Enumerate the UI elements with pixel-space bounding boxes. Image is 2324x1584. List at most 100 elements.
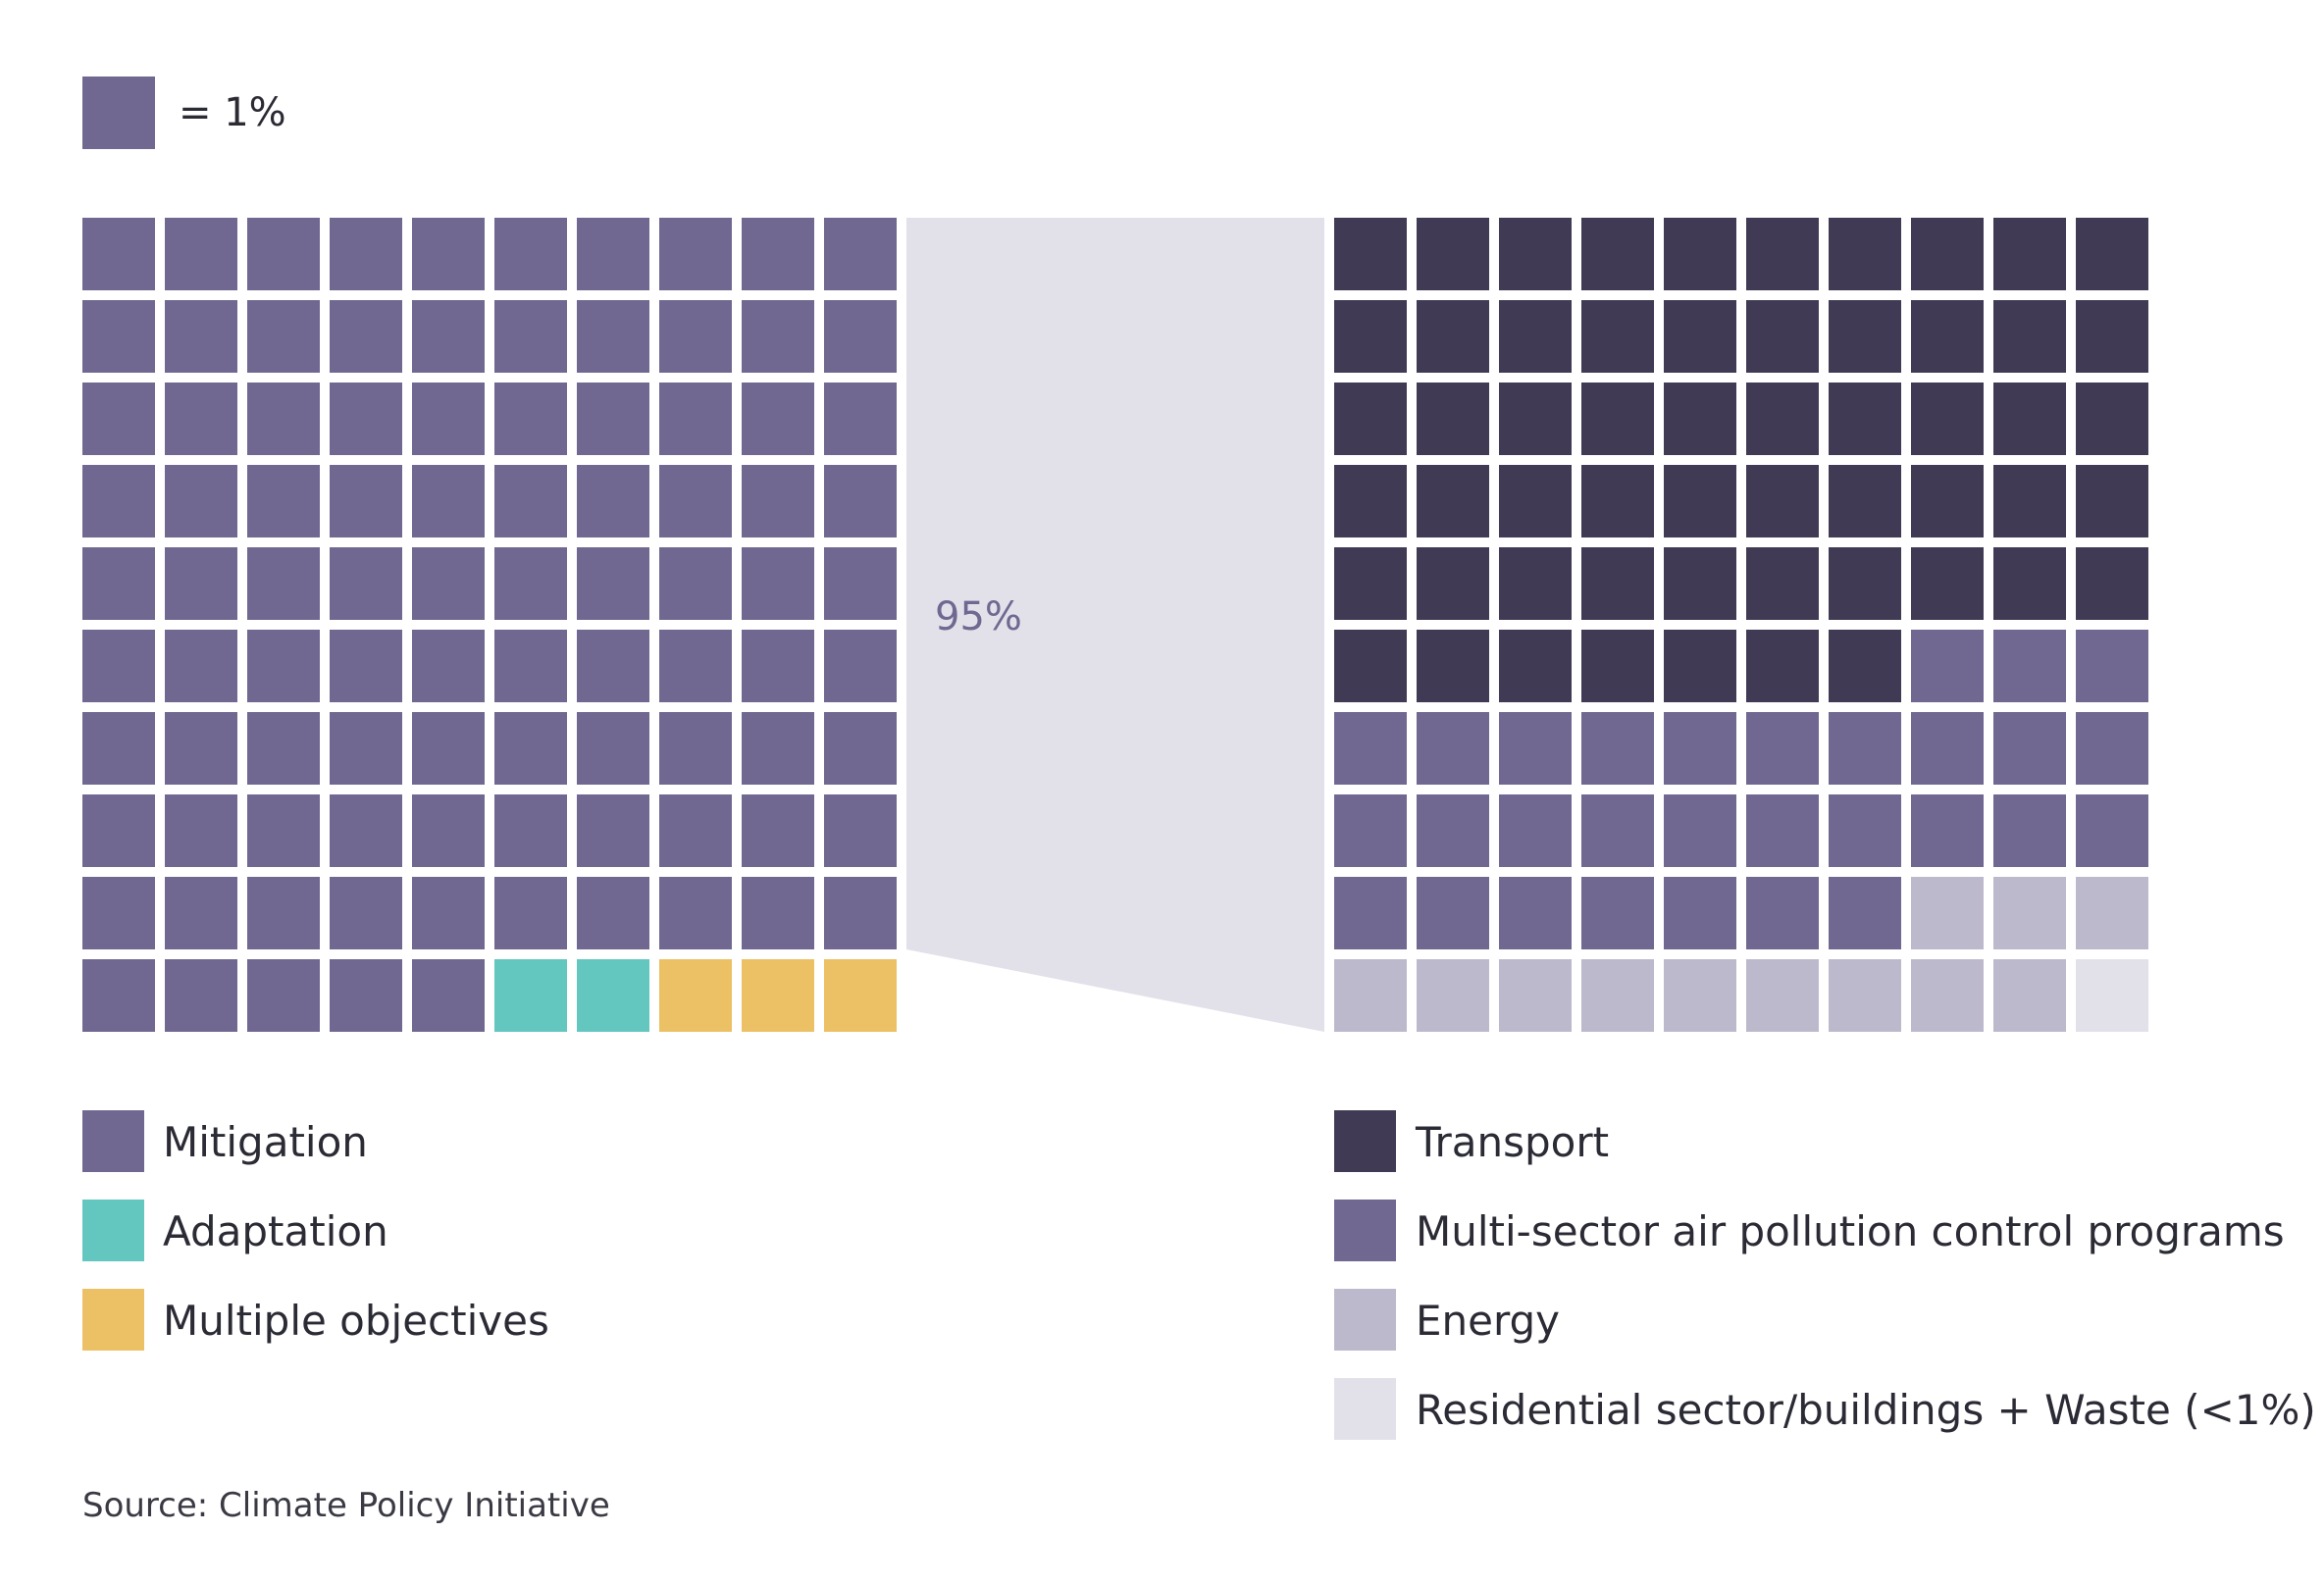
- waffle-cell-mitigation: [82, 712, 155, 785]
- waffle-cell-mitigation: [742, 218, 814, 290]
- waffle-cell-mitigation: [165, 794, 237, 867]
- legend-label-multi-sector: Multi-sector air pollution control progr…: [1416, 1207, 2285, 1255]
- waffle-cell-multi-sector-air-pollution-control-programs: [1417, 877, 1489, 949]
- waffle-cell-energy: [1664, 959, 1736, 1032]
- breakdown-percent-label: 95%: [935, 594, 1022, 639]
- waffle-cell-multi-sector-air-pollution-control-programs: [1581, 712, 1654, 785]
- waffle-cell-mitigation: [659, 877, 732, 949]
- waffle-cell-mitigation: [742, 465, 814, 537]
- waffle-cell-mitigation: [494, 465, 567, 537]
- waffle-cell-transport: [1746, 218, 1819, 290]
- waffle-cell-transport: [1417, 218, 1489, 290]
- waffle-cell-multi-sector-air-pollution-control-programs: [1911, 712, 1984, 785]
- waffle-cell-multi-sector-air-pollution-control-programs: [1993, 712, 2066, 785]
- waffle-cell-mitigation: [247, 959, 320, 1032]
- waffle-grid-mitigation-sectors: [1334, 218, 2148, 1032]
- waffle-cell-mitigation: [412, 218, 485, 290]
- waffle-cell-multi-sector-air-pollution-control-programs: [1334, 877, 1407, 949]
- scale-legend-swatch: [82, 77, 155, 149]
- legend-swatch-transport: [1334, 1110, 1396, 1172]
- waffle-cell-mitigation: [330, 547, 402, 620]
- waffle-cell-mitigation: [577, 383, 649, 455]
- waffle-cell-mitigation: [412, 547, 485, 620]
- waffle-cell-energy: [1746, 959, 1819, 1032]
- waffle-cell-transport: [1746, 547, 1819, 620]
- waffle-cell-multiple-objectives: [742, 959, 814, 1032]
- waffle-cell-transport: [1334, 300, 1407, 373]
- waffle-cell-multi-sector-air-pollution-control-programs: [1334, 794, 1407, 867]
- waffle-cell-mitigation: [577, 300, 649, 373]
- waffle-cell-energy: [1499, 959, 1572, 1032]
- waffle-cell-mitigation: [82, 300, 155, 373]
- waffle-cell-transport: [1746, 630, 1819, 702]
- legend-label-residential-waste: Residential sector/buildings + Waste (<1…: [1416, 1386, 2316, 1434]
- waffle-cell-mitigation: [165, 630, 237, 702]
- waffle-cell-transport: [1417, 465, 1489, 537]
- waffle-cell-transport: [1746, 465, 1819, 537]
- waffle-cell-transport: [1334, 547, 1407, 620]
- waffle-cell-mitigation: [165, 300, 237, 373]
- waffle-cell-residential-sector-buildings-waste-1: [2076, 959, 2148, 1032]
- waffle-cell-mitigation: [330, 300, 402, 373]
- waffle-cell-transport: [1581, 630, 1654, 702]
- waffle-cell-energy: [1993, 877, 2066, 949]
- waffle-cell-transport: [2076, 218, 2148, 290]
- waffle-cell-transport: [1417, 547, 1489, 620]
- waffle-cell-energy: [1993, 959, 2066, 1032]
- waffle-cell-transport: [1499, 218, 1572, 290]
- waffle-cell-mitigation: [330, 383, 402, 455]
- waffle-cell-mitigation: [82, 630, 155, 702]
- waffle-cell-transport: [1499, 383, 1572, 455]
- waffle-cell-adaptation: [494, 959, 567, 1032]
- legend-label-transport: Transport: [1416, 1118, 1610, 1166]
- waffle-cell-mitigation: [494, 712, 567, 785]
- waffle-cell-multi-sector-air-pollution-control-programs: [1664, 712, 1736, 785]
- waffle-cell-transport: [1664, 465, 1736, 537]
- waffle-cell-mitigation: [82, 465, 155, 537]
- waffle-cell-mitigation: [659, 547, 732, 620]
- waffle-cell-transport: [1664, 383, 1736, 455]
- waffle-cell-mitigation: [82, 794, 155, 867]
- waffle-cell-mitigation: [165, 959, 237, 1032]
- waffle-cell-transport: [1993, 300, 2066, 373]
- waffle-cell-mitigation: [412, 300, 485, 373]
- waffle-cell-mitigation: [742, 383, 814, 455]
- waffle-cell-mitigation: [742, 547, 814, 620]
- waffle-cell-transport: [2076, 383, 2148, 455]
- waffle-cell-energy: [1417, 959, 1489, 1032]
- waffle-cell-transport: [1581, 383, 1654, 455]
- waffle-cell-transport: [1334, 465, 1407, 537]
- waffle-cell-mitigation: [82, 877, 155, 949]
- waffle-cell-mitigation: [330, 465, 402, 537]
- waffle-cell-transport: [1911, 300, 1984, 373]
- waffle-cell-mitigation: [659, 465, 732, 537]
- waffle-cell-multi-sector-air-pollution-control-programs: [1829, 877, 1901, 949]
- waffle-cell-mitigation: [824, 712, 897, 785]
- waffle-cell-transport: [1499, 630, 1572, 702]
- waffle-cell-multi-sector-air-pollution-control-programs: [1829, 712, 1901, 785]
- waffle-cell-mitigation: [577, 630, 649, 702]
- waffle-cell-transport: [1499, 300, 1572, 373]
- waffle-cell-mitigation: [577, 218, 649, 290]
- waffle-cell-mitigation: [494, 300, 567, 373]
- waffle-cell-mitigation: [82, 547, 155, 620]
- waffle-cell-mitigation: [412, 383, 485, 455]
- waffle-cell-multi-sector-air-pollution-control-programs: [2076, 712, 2148, 785]
- waffle-cell-transport: [1664, 630, 1736, 702]
- waffle-cell-transport: [1581, 218, 1654, 290]
- waffle-cell-multi-sector-air-pollution-control-programs: [1993, 630, 2066, 702]
- waffle-cell-multi-sector-air-pollution-control-programs: [2076, 630, 2148, 702]
- legend-label-multiple-objectives: Multiple objectives: [163, 1297, 549, 1345]
- waffle-cell-mitigation: [577, 547, 649, 620]
- waffle-cell-mitigation: [82, 959, 155, 1032]
- waffle-cell-mitigation: [824, 218, 897, 290]
- waffle-cell-multi-sector-air-pollution-control-programs: [1911, 630, 1984, 702]
- waffle-cell-energy: [1581, 959, 1654, 1032]
- waffle-cell-energy: [1911, 959, 1984, 1032]
- waffle-cell-multi-sector-air-pollution-control-programs: [1581, 794, 1654, 867]
- waffle-cell-mitigation: [165, 877, 237, 949]
- waffle-cell-mitigation: [330, 218, 402, 290]
- waffle-cell-mitigation: [742, 794, 814, 867]
- waffle-cell-mitigation: [824, 383, 897, 455]
